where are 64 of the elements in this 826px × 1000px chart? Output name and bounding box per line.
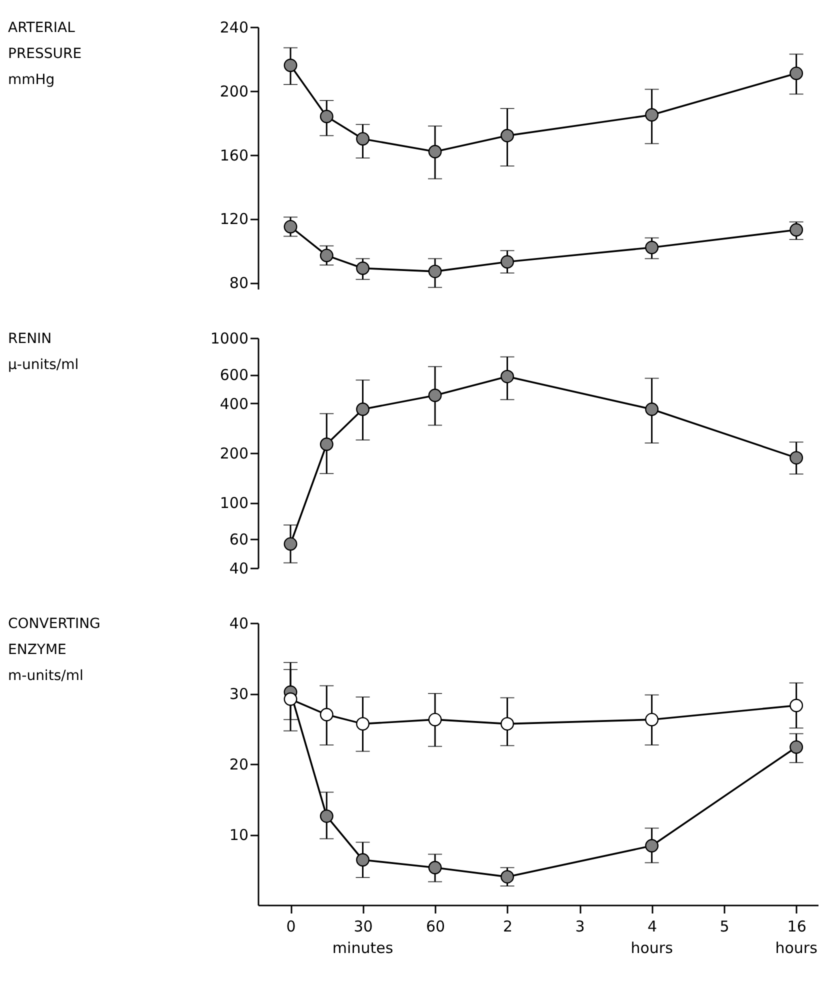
point [320,809,334,823]
y-tick-label: 60 [229,530,248,549]
y-tick-label: 400 [220,394,248,413]
y-tick-label: 160 [220,146,248,164]
y-tick-label: 40 [229,614,248,632]
point [645,712,659,726]
point [500,370,514,384]
y-tick-label: 30 [229,685,248,703]
point [284,692,298,706]
point [320,110,334,124]
y-tick-label: 100 [220,494,248,512]
point [790,66,804,80]
x-tick-label: 30 [354,918,373,936]
point [428,712,442,726]
point [790,740,804,754]
point [320,708,334,722]
y-tick-label: 20 [229,756,248,774]
text: hours [775,939,818,957]
y-tick-label: 120 [220,210,248,228]
x-tick-label: 3 [575,918,585,936]
point [356,132,370,146]
point [284,537,298,551]
x-tick-label: 60 [426,918,446,936]
point [356,853,370,867]
point [428,264,442,278]
y-axis-title: CONVERTING ENZYME m-units/ml [8,616,100,684]
y-axis-title: ARTERIAL PRESSURE mmHg [8,20,82,88]
point [284,58,298,72]
point [284,220,298,234]
point [645,402,659,416]
point [356,262,370,275]
y-tick-label: 600 [220,366,248,384]
point [428,860,442,874]
point [320,438,334,451]
y-tick-label: 200 [220,444,248,462]
point [790,223,804,237]
y-tick-label: 1000 [210,330,248,348]
y-tick-label: 10 [229,826,248,844]
point [428,144,442,158]
x-tick-label: 4 [648,918,658,936]
point [428,388,442,402]
text: hours [630,939,674,957]
y-tick-label: 80 [229,274,248,292]
point [645,108,659,122]
x-tick-label: 2 [503,918,513,936]
text: minutes [332,939,394,957]
point [790,698,804,712]
point [790,451,804,465]
point [500,870,514,884]
x-tick-label: 16 [787,918,806,936]
y-tick-label: 240 [220,18,248,36]
point [320,248,334,262]
y-axis-title: RENIN μ-units/ml [8,331,79,373]
point [645,839,659,852]
point [500,255,514,269]
point [356,402,370,416]
point [645,240,659,254]
point [356,717,370,731]
x-tick-label: 0 [286,918,296,936]
point [500,717,514,731]
x-tick-label: 5 [720,918,730,936]
y-tick-label: 200 [220,82,248,100]
y-tick-label: 40 [229,560,248,578]
point [500,128,514,142]
